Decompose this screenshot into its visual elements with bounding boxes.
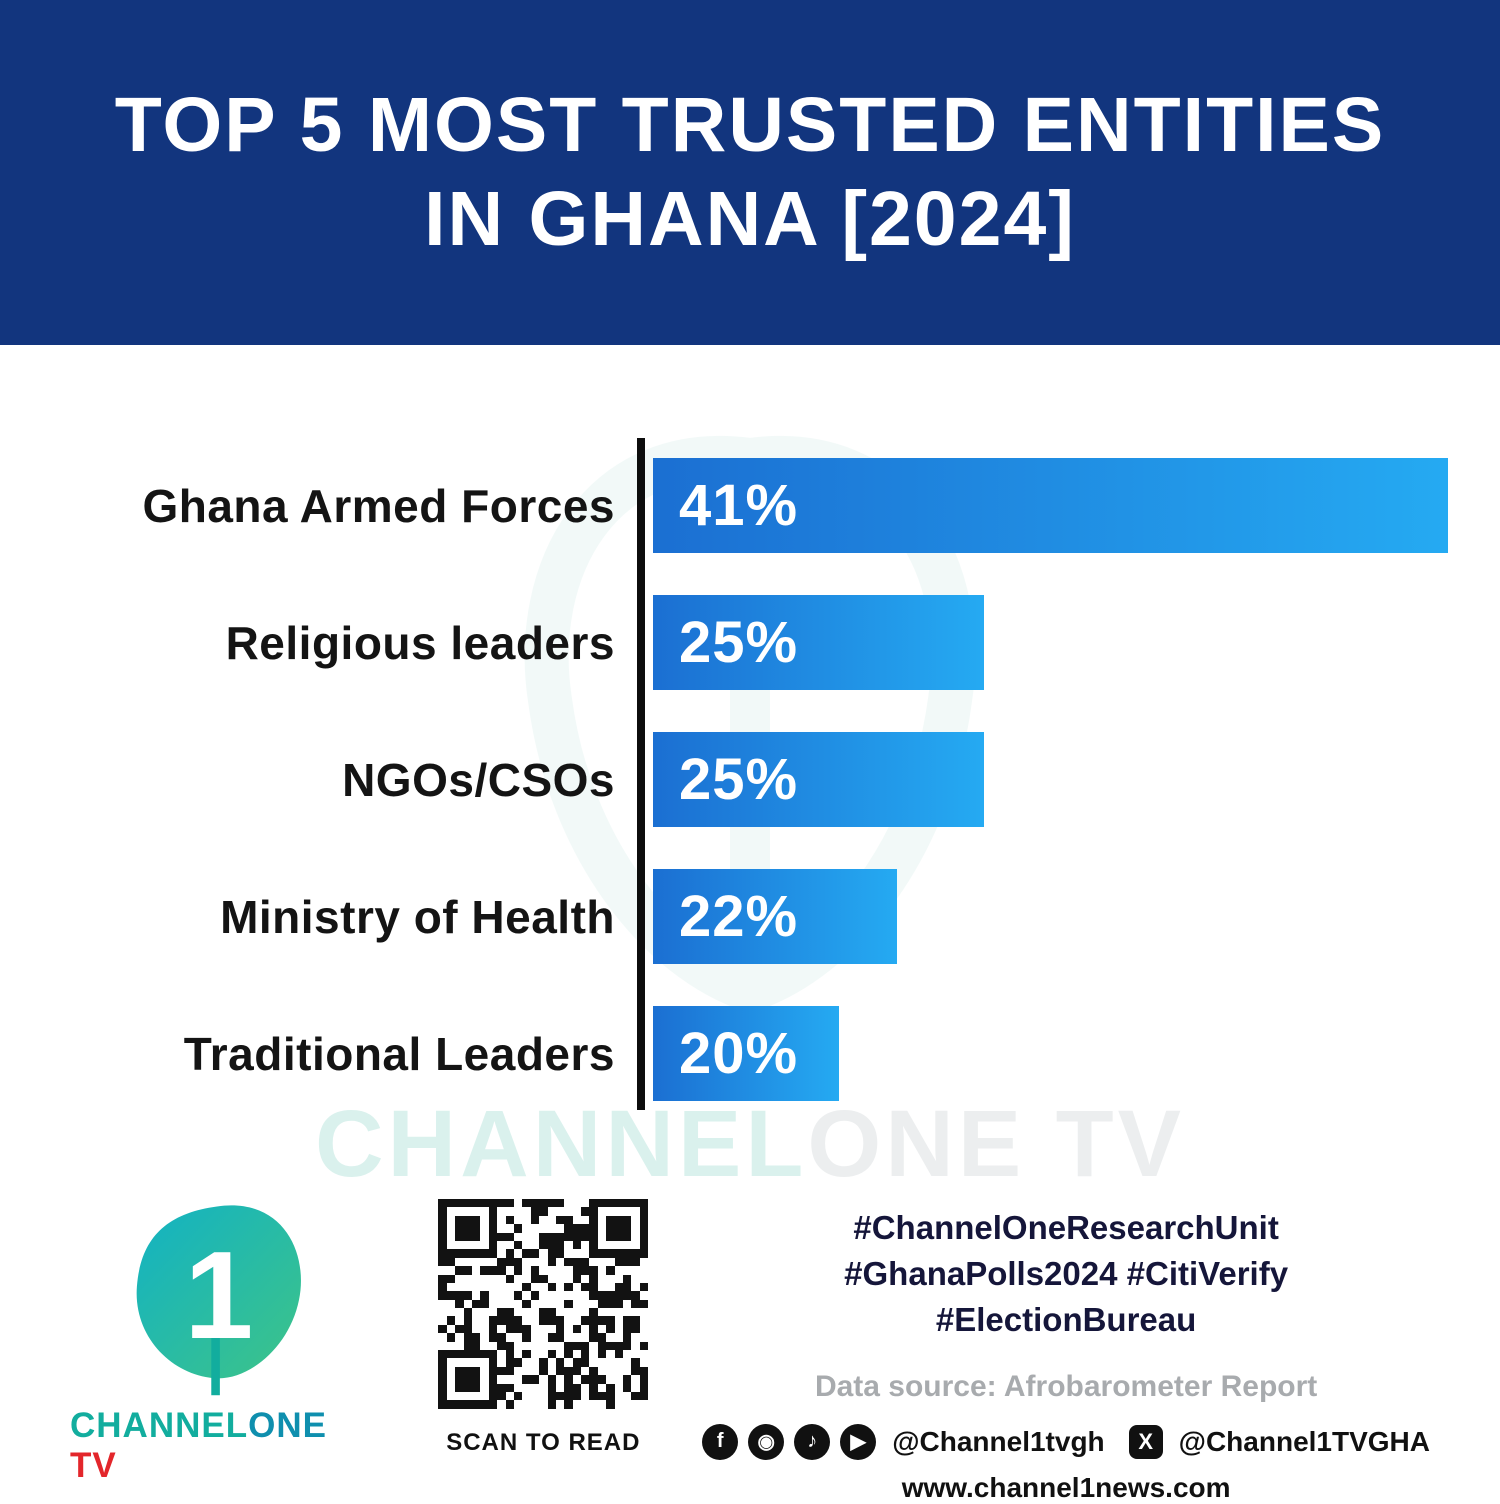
hashtags: #ChannelOneResearchUnit #GhanaPolls2024 … [702,1205,1430,1344]
data-source: Data source: Afrobarometer Report [814,1369,1318,1403]
youtube-icon: ▶ [840,1423,877,1460]
wordmark-one: ONE [248,1406,327,1445]
facebook-icon: f [702,1423,739,1460]
footer: 1 CHANNELONE TV SCAN TO READ #ChannelOne… [0,1195,1500,1504]
website-url: www.channel1news.com [901,1471,1231,1503]
channel-one-wordmark: CHANNELONE TV [70,1406,364,1486]
bar: 41% [653,458,1448,553]
social-row: f ◉ ♪ ▶ @Channel1tvgh X @Channel1TVGHA [702,1423,1430,1460]
wordmark-channel: CHANNEL [70,1406,249,1445]
qr-code [434,1195,653,1413]
bar-value-label: 41% [679,473,799,538]
bar-row: Ghana Armed Forces 41% [55,458,1448,553]
category-label: Traditional Leaders [183,1027,615,1080]
bar-value-label: 20% [679,1021,799,1086]
instagram-icon: ◉ [748,1423,785,1460]
x-icon: X [1128,1424,1163,1459]
social-handle-1: @Channel1tvgh [892,1425,1105,1457]
watermark-part2: ONE TV [807,1091,1186,1197]
category-label: Religious leaders [225,616,615,669]
chart-title-line2: IN GHANA [2024] [424,175,1076,262]
hashtag-line-1: #ChannelOneResearchUnit [853,1209,1279,1246]
header-banner: TOP 5 MOST TRUSTED ENTITIES IN GHANA [20… [0,0,1500,345]
channel-one-logo-block: 1 CHANNELONE TV [70,1195,364,1486]
wordmark-tv: TV [70,1446,117,1485]
bar: 22% [653,869,897,964]
watermark-part1: CHANNEL [314,1091,808,1197]
footer-info: #ChannelOneResearchUnit #GhanaPolls2024 … [702,1195,1430,1504]
watermark-text: CHANNELONE TV [0,1090,1500,1199]
tiktok-icon: ♪ [794,1423,831,1460]
bar-row: Ministry of Health 22% [55,869,1445,964]
category-label: Ghana Armed Forces [142,479,615,532]
qr-block: SCAN TO READ [434,1195,653,1457]
bar-rows: Ghana Armed Forces 41% Religious leaders 25… [55,448,1448,1101]
category-label: Ministry of Health [220,890,615,943]
category-label: NGOs/CSOs [342,753,615,806]
bar: 25% [653,595,984,690]
hashtag-line-2: #GhanaPolls2024 #CitiVerify [844,1255,1289,1293]
chart-axis [637,438,645,1110]
bar-row: NGOs/CSOs 25% [55,732,1445,827]
bar-value-label: 25% [679,747,799,812]
bar-row: Religious leaders 25% [55,595,1445,690]
svg-text:1: 1 [185,1227,254,1365]
bar-value-label: 22% [679,884,799,949]
bar-value-label: 25% [679,610,799,675]
qr-caption: SCAN TO READ [446,1428,641,1456]
bar-chart: Ghana Armed Forces 41% Religious leaders 25… [55,438,1448,1118]
hashtag-line-3: #ElectionBureau [935,1301,1197,1339]
bar: 20% [653,1006,839,1101]
bar: 25% [653,732,984,827]
social-handle-2: @Channel1TVGHA [1178,1425,1430,1457]
bar-row: Traditional Leaders 20% [55,1006,1445,1101]
channel-one-logo-icon: 1 [136,1205,302,1396]
chart-title-line1: TOP 5 MOST TRUSTED ENTITIES [114,81,1386,168]
